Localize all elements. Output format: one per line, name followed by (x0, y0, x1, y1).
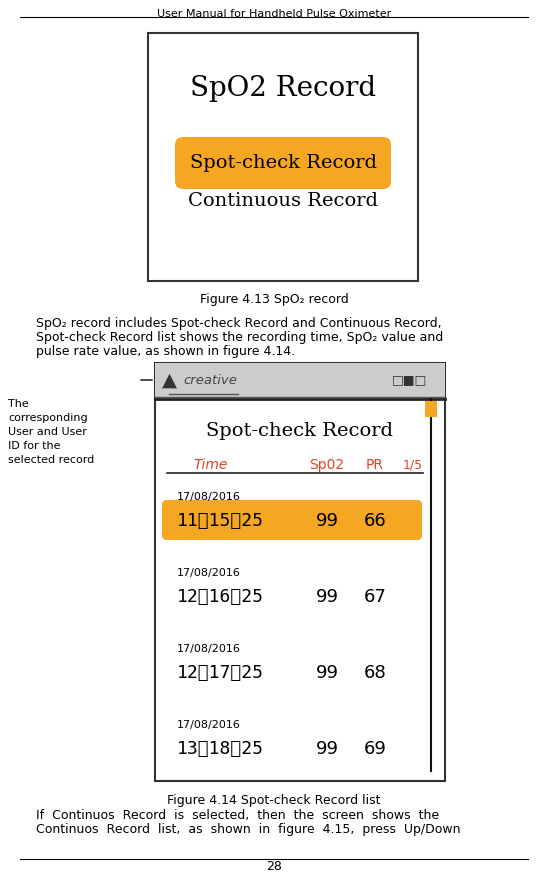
Text: Continuous Record: Continuous Record (188, 192, 378, 210)
Text: □■□: □■□ (392, 373, 427, 387)
Text: 99: 99 (316, 740, 339, 758)
Text: 99: 99 (316, 588, 339, 606)
Text: creative: creative (183, 373, 237, 387)
Text: If  Continuos  Record  is  selected,  then  the  screen  shows  the: If Continuos Record is selected, then th… (36, 809, 439, 822)
FancyBboxPatch shape (175, 137, 391, 189)
Text: 17/08/2016: 17/08/2016 (177, 720, 241, 730)
Text: Spot-check Record list shows the recording time, SpO₂ value and: Spot-check Record list shows the recordi… (36, 331, 443, 344)
Text: 28: 28 (266, 861, 282, 874)
Text: Figure 4.13 SpO₂ record: Figure 4.13 SpO₂ record (199, 293, 349, 306)
Text: 68: 68 (364, 664, 386, 682)
Bar (155, 363, 445, 397)
Text: SpO₂ record includes Spot-check Record and Continuous Record,: SpO₂ record includes Spot-check Record a… (36, 317, 442, 330)
Text: 12：16：25: 12：16：25 (177, 588, 264, 606)
Text: Sp02: Sp02 (310, 458, 345, 472)
Text: pulse rate value, as shown in figure 4.14.: pulse rate value, as shown in figure 4.1… (36, 345, 295, 358)
Text: The
corresponding
User and User
ID for the
selected record: The corresponding User and User ID for t… (8, 399, 94, 465)
Text: 1/5: 1/5 (403, 459, 423, 471)
Text: 66: 66 (364, 512, 386, 530)
Text: 67: 67 (363, 588, 386, 606)
Text: 17/08/2016: 17/08/2016 (177, 568, 241, 578)
FancyBboxPatch shape (162, 500, 422, 540)
Text: 12：17：25: 12：17：25 (177, 664, 264, 682)
Bar (425, 401, 437, 417)
Text: PR: PR (366, 458, 384, 472)
Text: Figure 4.14 Spot-check Record list: Figure 4.14 Spot-check Record list (167, 794, 381, 807)
Text: 11：15：25: 11：15：25 (177, 512, 264, 530)
Bar (148, 33, 418, 281)
Text: SpO2 Record: SpO2 Record (190, 75, 376, 101)
Text: 17/08/2016: 17/08/2016 (177, 644, 241, 654)
Bar (155, 363, 445, 781)
Text: 69: 69 (363, 740, 386, 758)
Text: 99: 99 (316, 512, 339, 530)
Text: 17/08/2016: 17/08/2016 (177, 492, 241, 502)
Text: Continuos  Record  list,  as  shown  in  figure  4.15,  press  Up/Down: Continuos Record list, as shown in figur… (36, 823, 460, 836)
Text: User Manual for Handheld Pulse Oximeter: User Manual for Handheld Pulse Oximeter (157, 9, 391, 19)
Text: Spot-check Record: Spot-check Record (190, 154, 376, 172)
Text: Time: Time (193, 458, 227, 472)
Text: 99: 99 (316, 664, 339, 682)
Text: Spot-check Record: Spot-check Record (207, 422, 393, 440)
Text: 13：18：25: 13：18：25 (177, 740, 264, 758)
Text: ▲: ▲ (162, 371, 176, 389)
